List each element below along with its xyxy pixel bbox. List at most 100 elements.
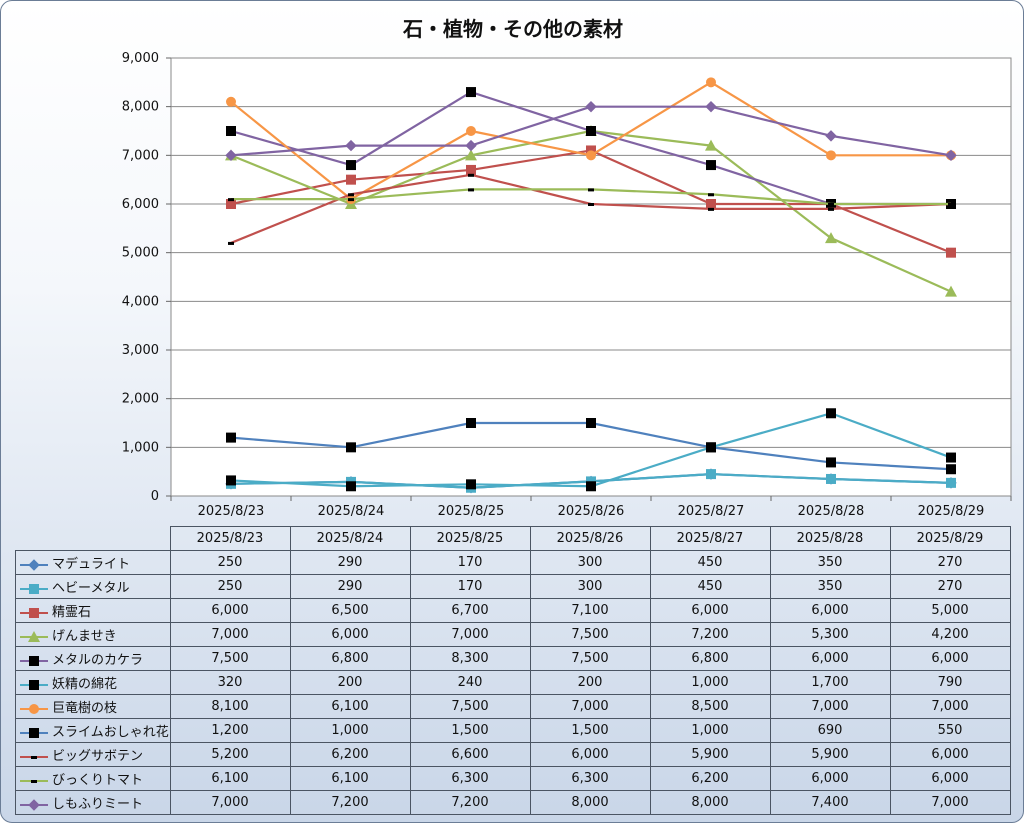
legend-marker <box>28 798 40 811</box>
data-point <box>345 139 357 152</box>
data-point <box>706 77 716 88</box>
y-tick-label: 9,000 <box>122 51 159 66</box>
table-cell: 7,100 <box>529 598 651 623</box>
series-name: ビッグサボテン <box>52 749 144 764</box>
legend-key <box>20 727 48 738</box>
data-point <box>948 203 954 206</box>
table-row: ビッグサボテン 5,200 6,200 6,600 6,000 5,900 5,900 6,0… <box>15 742 1011 767</box>
legend-marker <box>28 630 40 642</box>
series-9 <box>228 188 954 206</box>
table-corner <box>16 527 171 551</box>
table-cell: 7,000 <box>889 790 1011 815</box>
data-point <box>946 452 956 463</box>
table-row: 巨竜樹の枝 8,100 6,100 7,500 7,000 8,500 7,000 7,000 <box>15 694 1011 719</box>
data-point <box>946 247 956 258</box>
table-row: メタルのカケラ 7,500 6,800 8,300 7,500 6,800 6,000 6,0… <box>15 646 1011 671</box>
data-point <box>945 285 957 297</box>
data-point <box>468 188 474 192</box>
legend-marker <box>29 679 39 690</box>
x-tick-label: 2025/8/26 <box>558 504 625 519</box>
table-column-header: 2025/8/25 <box>409 526 531 551</box>
chart-title: 石・植物・その他の素材 <box>403 17 623 41</box>
legend-marker <box>29 727 39 738</box>
table-cell: 6,000 <box>769 598 891 623</box>
data-point <box>826 457 836 468</box>
table-cell: 7,500 <box>409 694 531 719</box>
legend-key <box>20 558 48 571</box>
legend-marker <box>29 703 39 714</box>
data-point <box>466 418 476 428</box>
data-point <box>228 198 234 202</box>
table-cell: 6,100 <box>169 766 291 791</box>
data-point <box>226 96 236 107</box>
data-point <box>828 203 834 206</box>
table-column-header: 2025/8/27 <box>649 526 771 551</box>
table-cell: 6,300 <box>529 766 651 791</box>
data-point <box>466 87 476 98</box>
table-cell: 6,000 <box>169 598 291 623</box>
data-point <box>226 432 236 443</box>
series-name: しもふりミート <box>52 797 144 812</box>
y-tick-label: 2,000 <box>122 392 159 407</box>
series-7 <box>226 418 956 475</box>
table-cell: 1,500 <box>529 718 651 743</box>
y-tick-label: 5,000 <box>122 246 159 261</box>
y-tick-label: 3,000 <box>122 343 159 358</box>
table-cell: 270 <box>889 550 1011 575</box>
table-cell: 200 <box>529 670 651 695</box>
table-column-header: 2025/8/28 <box>769 526 891 551</box>
y-tick-label: 6,000 <box>122 197 159 212</box>
legend-entry: げんませき <box>15 622 171 647</box>
x-tick-label: 2025/8/25 <box>438 504 505 519</box>
table-cell: 7,500 <box>529 646 651 671</box>
legend-entry: マデュライト <box>15 550 171 575</box>
table-cell: 300 <box>529 574 651 599</box>
data-point <box>706 469 716 480</box>
table-cell: 7,000 <box>169 622 291 647</box>
data-point <box>708 207 714 211</box>
data-point <box>588 203 594 206</box>
series-name: びっくりトマト <box>52 773 144 788</box>
table-cell: 6,800 <box>289 646 411 671</box>
data-point <box>708 193 714 197</box>
table-cell: 6,100 <box>289 694 411 719</box>
table-cell: 450 <box>649 574 771 599</box>
table-cell: 6,300 <box>409 766 531 791</box>
table-cell: 4,200 <box>889 622 1011 647</box>
data-point <box>465 149 477 161</box>
table-cell: 7,500 <box>169 646 291 671</box>
data-point <box>586 126 596 136</box>
data-point <box>705 139 717 151</box>
legend-key <box>20 607 48 618</box>
y-tick-label: 8,000 <box>122 100 159 115</box>
table-cell: 6,700 <box>409 598 531 623</box>
table-cell: 7,000 <box>409 622 531 647</box>
data-point <box>465 139 477 152</box>
table-cell: 450 <box>649 550 771 575</box>
table-row: びっくりトマト 6,100 6,100 6,300 6,300 6,200 6,000 6,0… <box>15 766 1011 791</box>
legend-entry: ヘビーメタル <box>15 574 171 599</box>
table-row: げんませき 7,000 6,000 7,000 7,500 7,200 5,300 4,200 <box>15 622 1011 647</box>
legend-key <box>20 755 48 759</box>
table-cell: 5,000 <box>889 598 1011 623</box>
table-cell: 350 <box>769 574 891 599</box>
table-cell: 6,000 <box>889 742 1011 767</box>
data-point <box>946 477 956 488</box>
table-cell: 6,000 <box>769 766 891 791</box>
legend-entry: ビッグサボテン <box>15 742 171 767</box>
table-row: 妖精の綿花 320 200 240 200 1,000 1,700 790 <box>15 670 1011 695</box>
table-cell: 5,200 <box>169 742 291 767</box>
table-cell: 300 <box>529 550 651 575</box>
data-point <box>225 149 237 162</box>
data-point <box>706 442 716 453</box>
table-cell: 350 <box>769 550 891 575</box>
table-header-row: 2025/8/23 2025/8/24 2025/8/25 2025/8/26 2025… <box>16 526 1011 551</box>
table-cell: 6,600 <box>409 742 531 767</box>
legend-key <box>20 798 48 811</box>
table-cell: 8,300 <box>409 646 531 671</box>
x-tick-label: 2025/8/29 <box>918 504 985 519</box>
table-cell: 6,500 <box>289 598 411 623</box>
data-point <box>466 126 476 136</box>
table-row: スライムおしゃれ花 1,200 1,000 1,500 1,500 1,000 690 550 <box>15 718 1011 743</box>
